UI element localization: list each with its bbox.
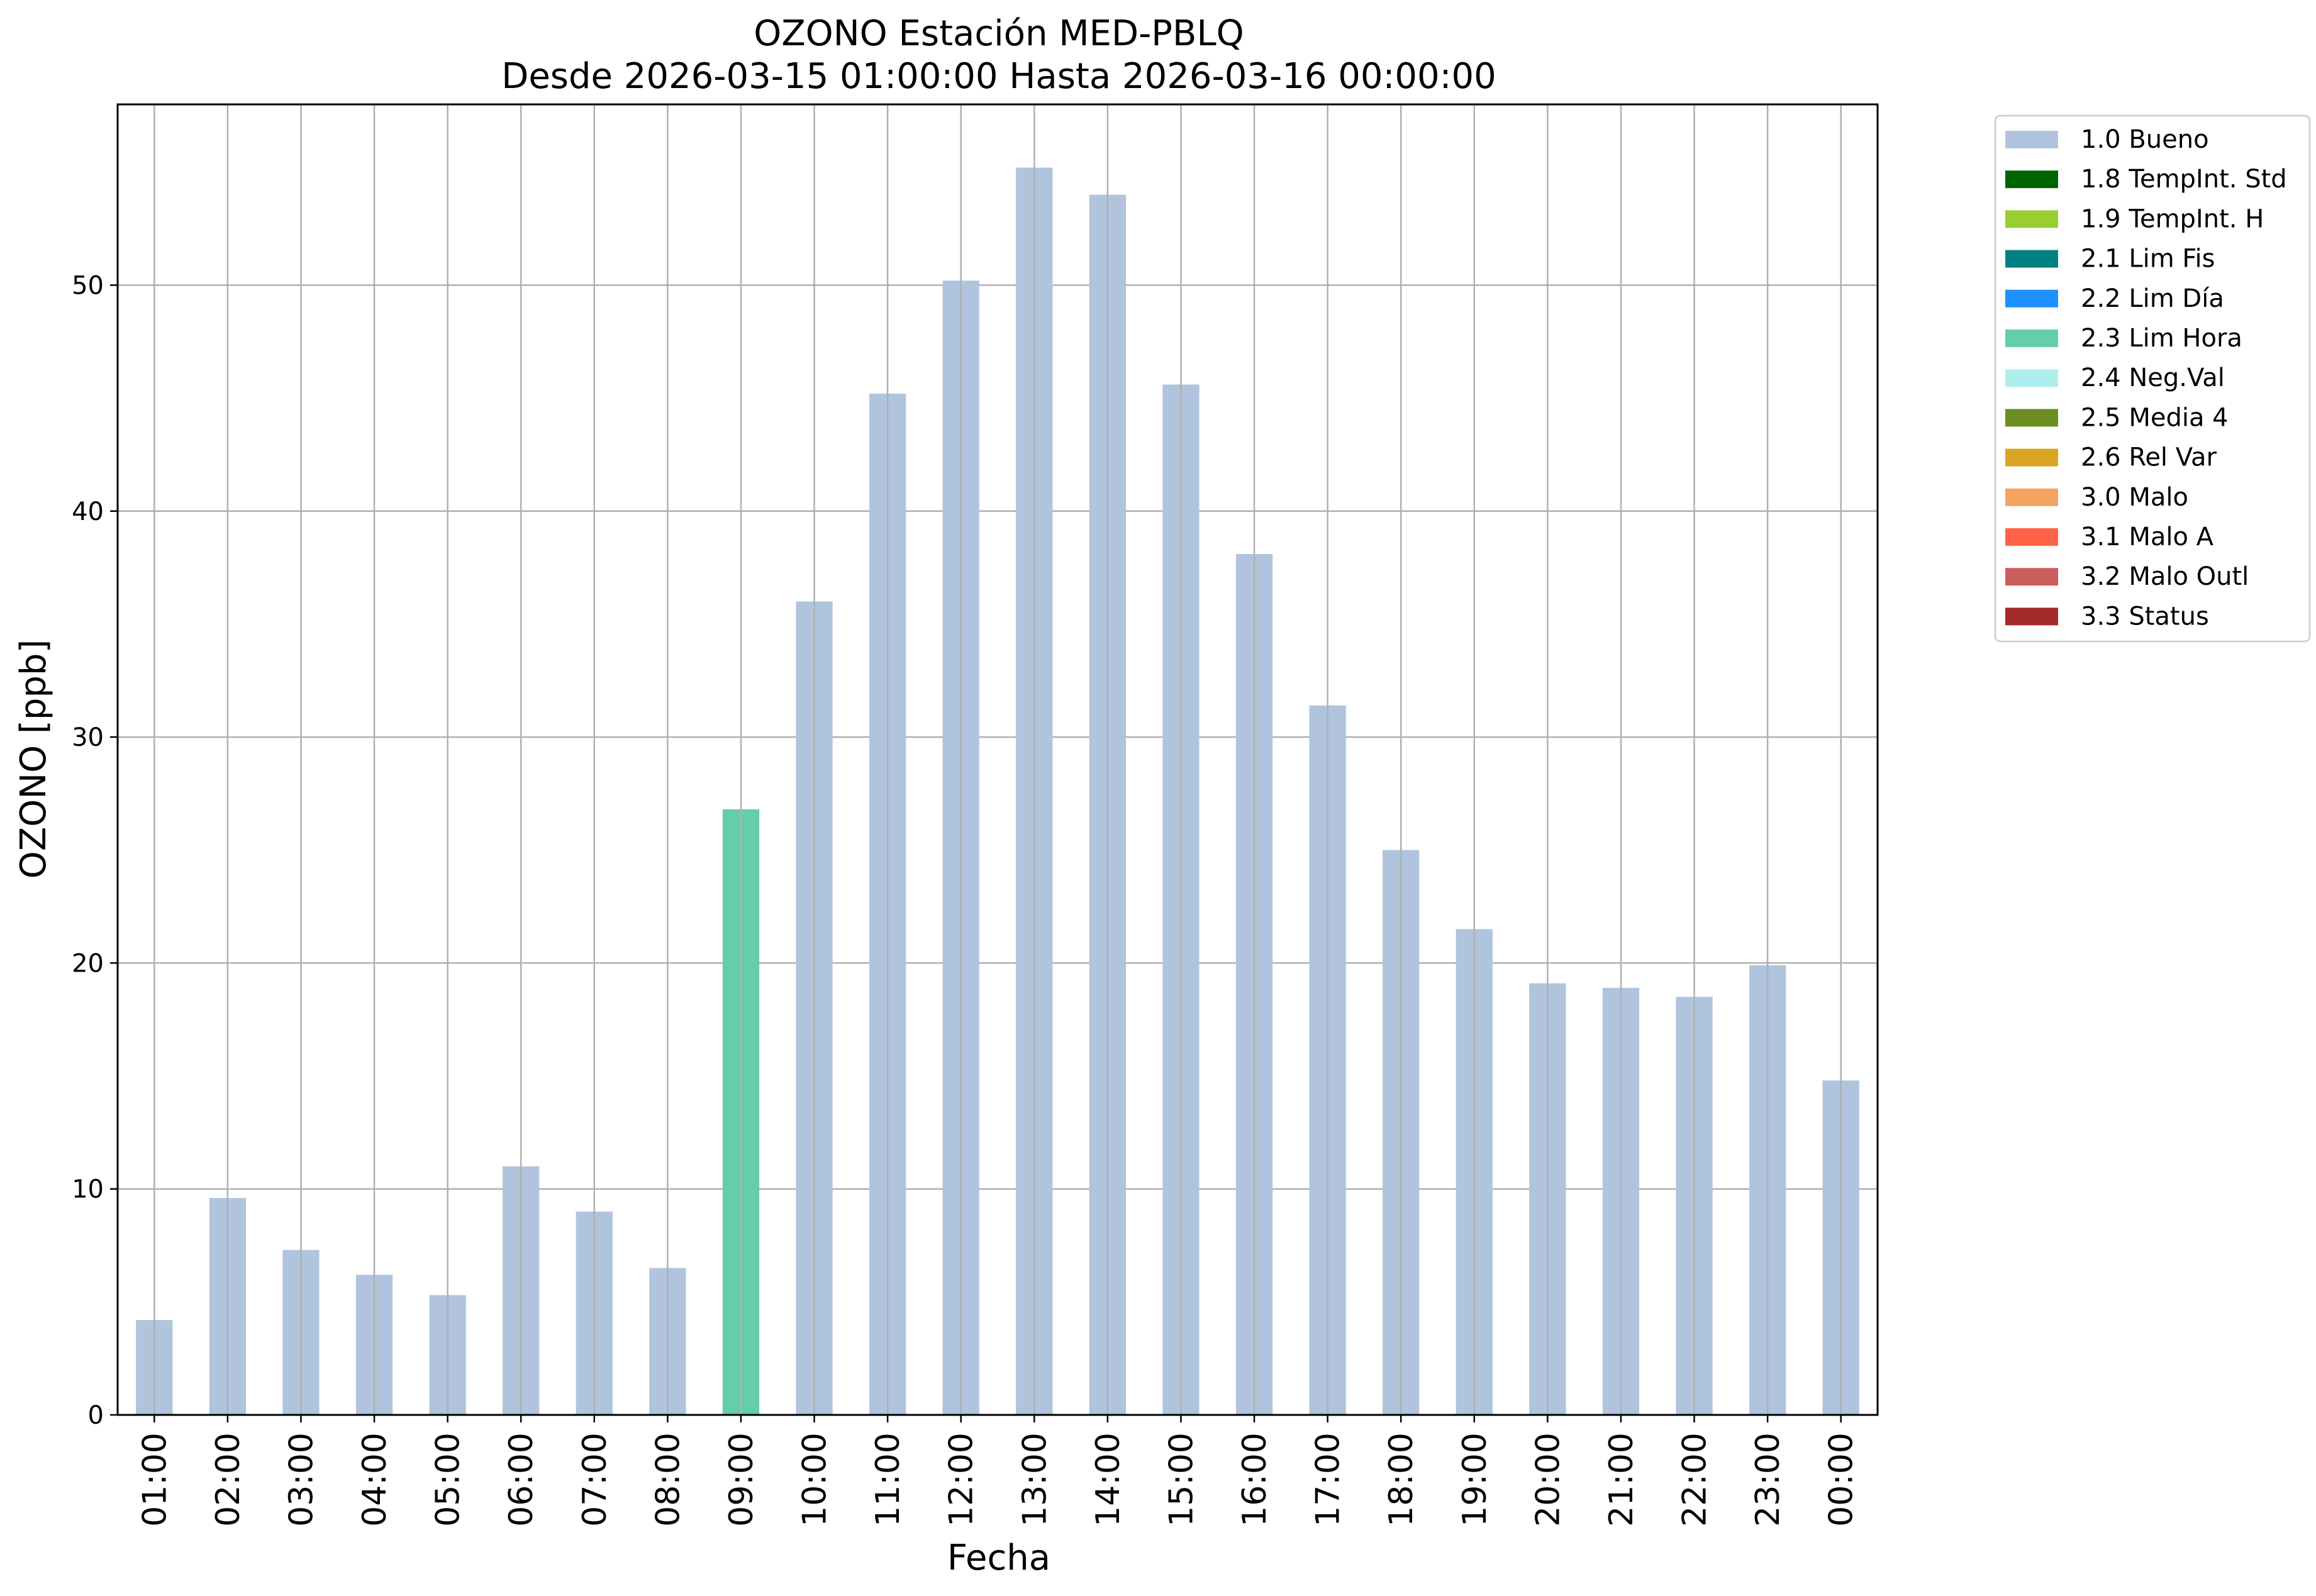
- legend-label: 2.5 Media 4: [2081, 403, 2229, 432]
- legend-swatch: [2005, 289, 2058, 308]
- chart-title: OZONO Estación MED-PBLQ: [754, 13, 1244, 54]
- x-tick-label: 02:00: [209, 1433, 247, 1527]
- legend-label: 2.1 Lim Fis: [2081, 245, 2215, 274]
- y-tick-label: 0: [88, 1401, 104, 1430]
- x-tick-label: 05:00: [430, 1433, 467, 1527]
- legend-swatch: [2005, 250, 2058, 268]
- x-tick-label: 12:00: [943, 1433, 981, 1527]
- y-tick-label: 20: [72, 949, 104, 978]
- x-tick-label: 04:00: [356, 1433, 394, 1527]
- legend-label: 2.4 Neg.Val: [2081, 363, 2225, 392]
- legend-label: 3.1 Malo A: [2081, 523, 2214, 551]
- legend-label: 2.2 Lim Día: [2081, 284, 2224, 313]
- x-tick-label: 16:00: [1236, 1433, 1274, 1527]
- legend-label: 3.2 Malo Outl: [2081, 562, 2249, 591]
- x-tick-label: 03:00: [282, 1433, 320, 1527]
- x-tick-label: 09:00: [723, 1433, 760, 1527]
- legend-swatch: [2005, 568, 2058, 586]
- bars-layer: [136, 167, 1859, 1416]
- x-tick-label: 18:00: [1383, 1433, 1420, 1527]
- x-tick-label: 06:00: [503, 1433, 540, 1527]
- vertical-grid-layer: [153, 104, 1842, 1415]
- y-axis: 0 10 20 30 40 50: [72, 271, 118, 1430]
- chart-subtitle: Desde 2026-03-15 01:00:00 Hasta 2026-03-…: [501, 56, 1496, 97]
- y-tick-label: 40: [72, 497, 104, 526]
- legend-swatch: [2005, 528, 2058, 546]
- x-tick-label: 01:00: [136, 1433, 174, 1527]
- x-tick-label: 08:00: [649, 1433, 687, 1527]
- legend-label: 3.0 Malo: [2081, 483, 2188, 512]
- x-tick-label: 20:00: [1529, 1433, 1567, 1527]
- legend-swatch: [2005, 210, 2058, 228]
- legend-label: 1.8 TempInt. Std: [2081, 165, 2287, 194]
- legend-swatch: [2005, 330, 2058, 347]
- x-tick-label: 07:00: [576, 1433, 614, 1527]
- x-tick-label: 23:00: [1749, 1433, 1787, 1527]
- legend-label: 2.3 Lim Hora: [2081, 324, 2242, 353]
- legend-label: 2.6 Rel Var: [2081, 443, 2217, 472]
- x-tick-label: 21:00: [1603, 1433, 1640, 1527]
- x-tick-label: 15:00: [1162, 1433, 1200, 1527]
- x-tick-label: 10:00: [796, 1433, 834, 1527]
- x-tick-label: 13:00: [1016, 1433, 1054, 1527]
- x-tick-label: 14:00: [1089, 1433, 1127, 1527]
- legend-swatch: [2005, 369, 2058, 387]
- x-axis-label: Fecha: [947, 1538, 1050, 1578]
- y-tick-label: 50: [72, 271, 104, 300]
- y-tick-label: 10: [72, 1175, 104, 1204]
- legend-box: [1994, 114, 2311, 643]
- legend-swatch: [2005, 170, 2058, 189]
- legend-swatch: [2005, 409, 2058, 427]
- legend-swatch: [2005, 488, 2058, 506]
- x-tick-label: 22:00: [1676, 1433, 1714, 1527]
- legend-label: 1.0 Bueno: [2081, 125, 2209, 154]
- x-tick-label: 17:00: [1310, 1433, 1347, 1527]
- x-tick-label: 11:00: [869, 1433, 907, 1527]
- legend-label: 1.9 TempInt. H: [2081, 204, 2264, 233]
- legend: 1.0 Bueno 1.8 TempInt. Std 1.9 TempInt. H 2…: [1994, 114, 2311, 643]
- x-axis: 01:00 02:00 03:00 04:00 05:00 06:00 07:00 08:00…: [136, 1415, 1861, 1527]
- y-axis-label: OZONO [ppb]: [13, 640, 54, 879]
- legend-swatch: [2005, 607, 2058, 626]
- legend-swatch: [2005, 448, 2058, 467]
- x-tick-label: 00:00: [1823, 1433, 1861, 1527]
- legend-label: 3.3 Status: [2081, 602, 2209, 631]
- y-tick-label: 30: [72, 723, 104, 752]
- x-tick-label: 19:00: [1456, 1433, 1494, 1527]
- plot-frame: [116, 103, 1879, 1416]
- legend-swatch: [2005, 131, 2058, 148]
